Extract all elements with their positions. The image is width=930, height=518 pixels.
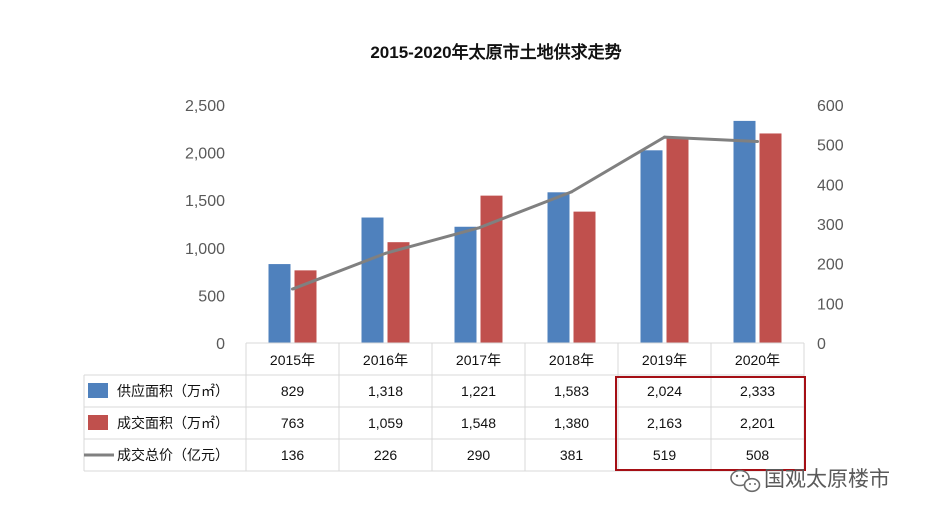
left-tick-label: 2,500 — [185, 98, 225, 115]
bar-supply — [361, 217, 384, 343]
bars — [268, 120, 782, 343]
highlight-box — [615, 376, 806, 471]
right-axis: 0 100 200 300 400 500 600 — [817, 98, 844, 353]
bar-supply — [268, 264, 291, 343]
table-cell: 763 — [281, 415, 305, 431]
wechat-icon — [730, 469, 761, 493]
legend-label: 供应面积（万㎡） — [117, 383, 229, 399]
line-series — [291, 135, 759, 291]
table-cell: 508 — [746, 447, 770, 463]
bar-supply — [454, 226, 477, 343]
right-tick-label: 500 — [817, 138, 844, 155]
right-tick-label: 0 — [817, 336, 826, 353]
bar-supply — [640, 150, 663, 343]
category-label: 2019年 — [642, 352, 687, 368]
right-tick-label: 400 — [817, 177, 844, 194]
bar-transaction — [480, 195, 503, 343]
table-cell: 2,163 — [647, 415, 682, 431]
left-tick-label: 1,000 — [185, 241, 225, 258]
bar-supply — [547, 192, 570, 343]
category-label: 2020年 — [735, 352, 780, 368]
table-cell: 519 — [653, 447, 677, 463]
right-tick-label: 600 — [817, 98, 844, 115]
category-label: 2017年 — [456, 352, 501, 368]
bar-supply — [733, 120, 756, 343]
right-tick-label: 100 — [817, 296, 844, 313]
table-cell: 2,024 — [647, 383, 682, 399]
bar-transaction — [387, 242, 410, 343]
table-cell: 1,380 — [554, 415, 589, 431]
left-tick-label: 1,500 — [185, 193, 225, 210]
bar-transaction — [294, 270, 317, 343]
table-cell: 1,318 — [368, 383, 403, 399]
highlight-rect — [615, 376, 806, 471]
watermark-text: 国观太原楼市 — [764, 468, 890, 491]
line-total-price — [291, 135, 758, 291]
left-axis: 0 500 1,000 1,500 2,000 2,500 — [185, 98, 225, 353]
bar-transaction — [666, 137, 689, 343]
bar-transaction — [573, 211, 596, 343]
line-point — [384, 251, 387, 255]
line-point — [477, 226, 480, 230]
right-tick-label: 300 — [817, 217, 844, 234]
legend-swatch — [88, 415, 108, 430]
line-point — [291, 287, 294, 291]
legend-swatch — [88, 383, 108, 398]
line-point — [756, 139, 759, 143]
table-cell: 829 — [281, 383, 305, 399]
table-cell: 1,583 — [554, 383, 589, 399]
bar-transaction — [759, 133, 782, 343]
table-cell: 2,201 — [740, 415, 775, 431]
line-point — [663, 135, 666, 139]
line-point — [570, 190, 573, 194]
left-tick-label: 0 — [216, 336, 225, 353]
category-label: 2018年 — [549, 352, 594, 368]
chart-title: 2015-2020年太原市土地供求走势 — [370, 42, 621, 62]
legend-label: 成交面积（万㎡） — [117, 415, 229, 431]
watermark: 国观太原楼市 — [730, 468, 890, 493]
legend-label: 成交总价（亿元） — [117, 447, 229, 463]
left-tick-label: 500 — [198, 288, 225, 305]
category-label: 2016年 — [363, 352, 408, 368]
table-cell: 290 — [467, 447, 491, 463]
table-cell: 1,548 — [461, 415, 496, 431]
table-cell: 1,059 — [368, 415, 403, 431]
table-cell: 136 — [281, 447, 305, 463]
right-tick-label: 200 — [817, 257, 844, 274]
table-cell: 226 — [374, 447, 398, 463]
table-cell: 1,221 — [461, 383, 496, 399]
left-tick-label: 2,000 — [185, 146, 225, 163]
table-cell: 381 — [560, 447, 584, 463]
category-label: 2015年 — [270, 352, 315, 368]
table-cell: 2,333 — [740, 383, 775, 399]
